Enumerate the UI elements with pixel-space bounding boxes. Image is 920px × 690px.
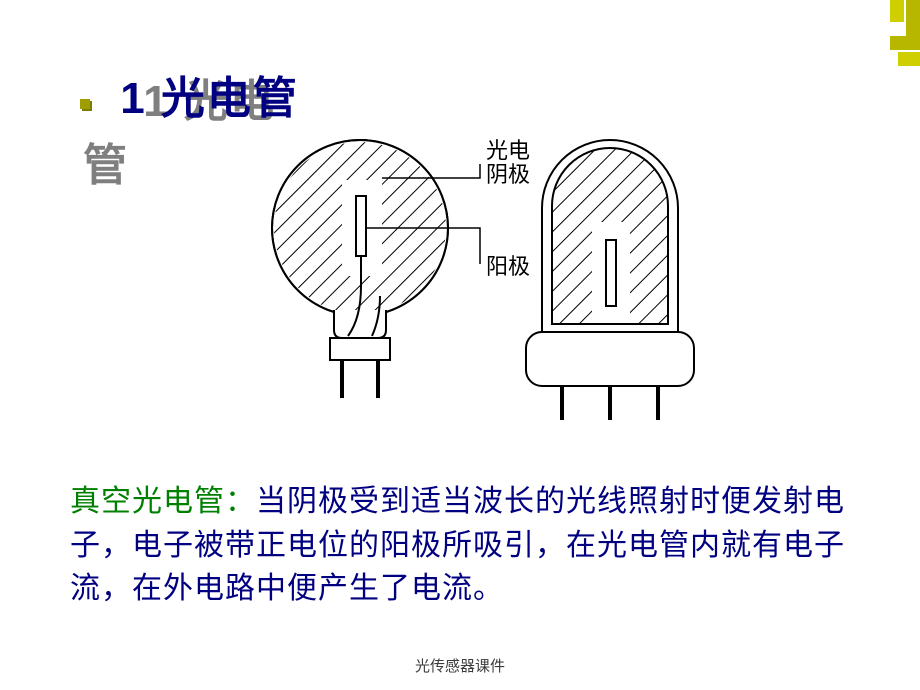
label-anode: 阳极 <box>486 254 530 279</box>
accent-corner <box>890 0 904 22</box>
footer-caption: 光传感器课件 <box>0 655 920 676</box>
body-paragraph: 真空光电管：当阴极受到适当波长的光线照射时便发射电子，电子被带正电位的阳极所吸引… <box>70 480 860 611</box>
phototube-diagram: 光电 阴极 阳极 <box>230 118 750 438</box>
page-title: 1 光电管 1 光电管 <box>80 62 299 126</box>
left-phototube <box>270 138 450 398</box>
footer-text: 光传感器课件 <box>415 659 505 675</box>
accent-corner <box>898 52 920 66</box>
right-phototube <box>526 140 694 420</box>
accent-corner <box>906 0 920 36</box>
anode-rod <box>606 240 616 306</box>
lead-term: 真空光电管： <box>70 485 256 518</box>
label-cathode: 光电 <box>486 138 530 163</box>
accent-corner <box>890 36 920 50</box>
anode-rod <box>356 196 366 256</box>
label-cathode: 阴极 <box>486 162 530 187</box>
